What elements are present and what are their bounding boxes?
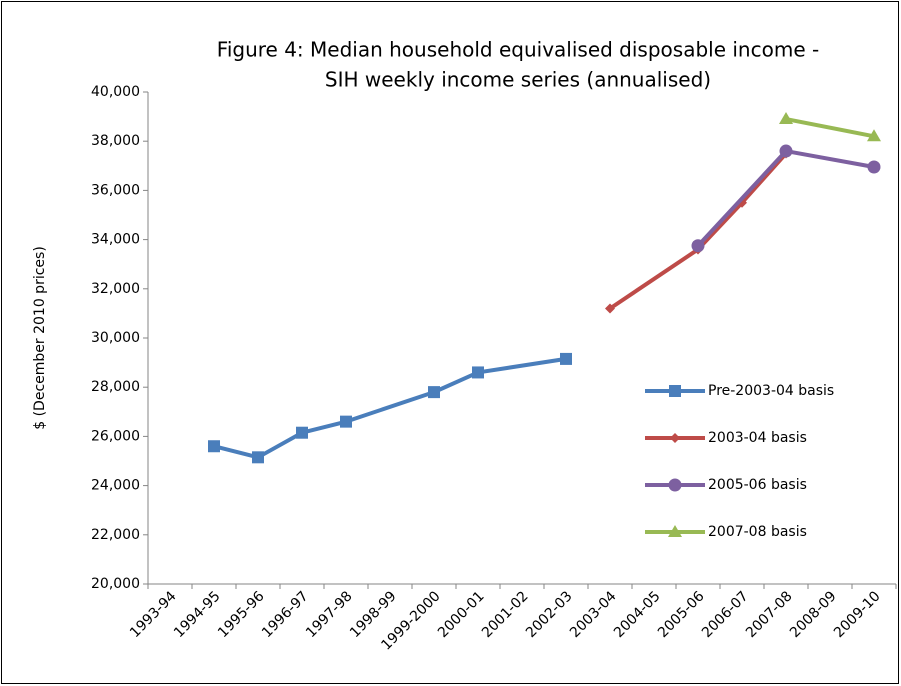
legend-label: 2003-04 basis xyxy=(708,430,807,446)
y-tick-label: 30,000 xyxy=(91,330,140,346)
marker xyxy=(208,440,220,453)
y-tick-label: 24,000 xyxy=(91,478,140,494)
y-tick-label: 36,000 xyxy=(91,182,140,198)
marker xyxy=(560,352,572,365)
legend-marker xyxy=(669,385,681,397)
legend-label: 2007-08 basis xyxy=(708,524,807,540)
y-tick-label: 32,000 xyxy=(91,281,140,297)
y-tick-label: 20,000 xyxy=(91,576,140,592)
legend-label: Pre-2003-04 basis xyxy=(708,383,834,399)
marker xyxy=(691,239,705,253)
marker xyxy=(779,112,793,125)
y-tick-label: 38,000 xyxy=(91,133,140,149)
chart-title: Figure 4: Median household equivalised d… xyxy=(217,38,819,62)
series-line xyxy=(785,117,875,139)
legend-label: 2005-06 basis xyxy=(708,477,807,493)
legend-marker xyxy=(668,478,682,492)
y-tick-label: 34,000 xyxy=(91,232,140,248)
y-axis-label: $ (December 2010 prices) xyxy=(32,246,48,430)
legend-marker xyxy=(670,433,680,443)
marker xyxy=(867,160,881,174)
marker xyxy=(605,303,615,314)
legend-marker xyxy=(668,525,682,537)
y-tick-label: 40,000 xyxy=(91,84,140,100)
marker xyxy=(779,144,793,158)
series-line xyxy=(608,152,788,311)
marker xyxy=(428,386,440,399)
marker xyxy=(252,451,264,464)
marker xyxy=(472,366,484,379)
marker xyxy=(296,426,308,439)
marker xyxy=(340,415,352,428)
y-tick-label: 22,000 xyxy=(91,527,140,543)
chart-title: SIH weekly income series (annualised) xyxy=(325,68,711,92)
marker xyxy=(867,129,881,142)
y-tick-label: 28,000 xyxy=(91,379,140,395)
y-tick-label: 26,000 xyxy=(91,428,140,444)
